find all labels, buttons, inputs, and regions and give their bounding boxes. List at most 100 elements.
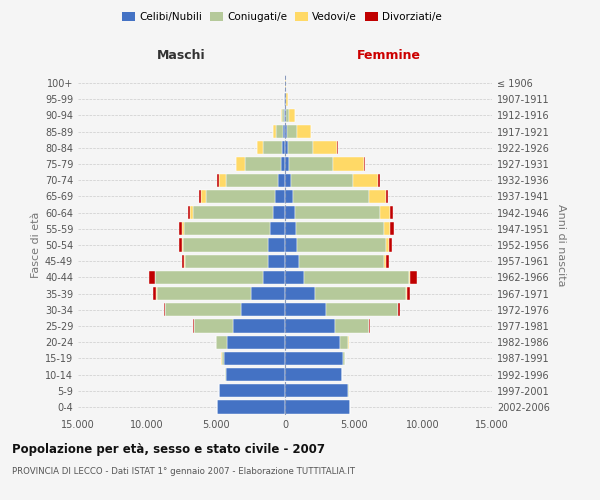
Bar <box>282 109 284 122</box>
Bar <box>183 238 268 252</box>
Bar <box>288 141 313 154</box>
Bar <box>216 336 227 349</box>
Bar <box>285 287 316 300</box>
Bar <box>165 303 241 316</box>
Bar <box>281 158 285 170</box>
Bar <box>188 206 190 220</box>
Bar <box>326 303 398 316</box>
Bar <box>287 125 297 138</box>
Bar <box>221 352 224 365</box>
Legend: Celibi/Nubili, Coniugati/e, Vedovi/e, Divorziati/e: Celibi/Nubili, Coniugati/e, Vedovi/e, Di… <box>118 8 446 26</box>
Bar <box>224 352 285 365</box>
Bar <box>296 222 385 235</box>
Bar <box>226 174 278 187</box>
Bar <box>334 158 364 170</box>
Bar <box>289 109 295 122</box>
Bar <box>263 141 282 154</box>
Bar <box>285 158 289 170</box>
Bar <box>268 254 285 268</box>
Bar <box>297 125 311 138</box>
Bar <box>285 320 335 332</box>
Text: Maschi: Maschi <box>157 49 206 62</box>
Bar <box>410 270 417 284</box>
Bar <box>289 158 334 170</box>
Bar <box>316 287 406 300</box>
Bar <box>273 125 276 138</box>
Bar <box>285 190 293 203</box>
Bar <box>236 158 245 170</box>
Bar <box>335 320 369 332</box>
Bar <box>285 270 304 284</box>
Bar <box>241 303 285 316</box>
Bar <box>285 254 299 268</box>
Bar <box>285 125 287 138</box>
Bar <box>268 238 285 252</box>
Bar <box>353 174 378 187</box>
Bar <box>390 222 394 235</box>
Bar <box>219 384 285 398</box>
Bar <box>179 238 182 252</box>
Bar <box>193 206 272 220</box>
Bar <box>380 206 390 220</box>
Bar <box>407 287 410 300</box>
Bar <box>284 109 285 122</box>
Bar <box>182 254 184 268</box>
Bar <box>409 270 410 284</box>
Bar <box>179 222 182 235</box>
Bar <box>199 190 201 203</box>
Text: Popolazione per età, sesso e stato civile - 2007: Popolazione per età, sesso e stato civil… <box>12 442 325 456</box>
Bar <box>155 270 263 284</box>
Bar <box>282 141 285 154</box>
Bar <box>270 222 285 235</box>
Bar <box>285 352 343 365</box>
Bar <box>406 287 407 300</box>
Bar <box>276 125 283 138</box>
Bar <box>299 254 385 268</box>
Bar <box>285 92 286 106</box>
Bar <box>285 222 296 235</box>
Bar <box>278 174 285 187</box>
Bar <box>285 141 288 154</box>
Bar <box>285 384 349 398</box>
Bar <box>385 222 390 235</box>
Bar <box>398 303 400 316</box>
Y-axis label: Anni di nascita: Anni di nascita <box>556 204 566 286</box>
Bar <box>378 174 380 187</box>
Bar <box>313 141 337 154</box>
Bar <box>295 206 380 220</box>
Bar <box>286 109 289 122</box>
Bar <box>285 303 326 316</box>
Bar <box>257 141 263 154</box>
Text: Femmine: Femmine <box>356 49 421 62</box>
Bar <box>157 287 251 300</box>
Bar <box>233 320 285 332</box>
Bar <box>251 287 285 300</box>
Bar <box>285 368 341 381</box>
Bar <box>389 238 392 252</box>
Bar <box>227 336 285 349</box>
Bar <box>182 222 184 235</box>
Bar <box>386 238 389 252</box>
Bar <box>343 352 345 365</box>
Bar <box>385 254 386 268</box>
Bar <box>386 190 388 203</box>
Bar <box>283 125 285 138</box>
Y-axis label: Fasce di età: Fasce di età <box>31 212 41 278</box>
Bar <box>226 368 285 381</box>
Bar <box>286 92 288 106</box>
Bar <box>217 400 285 413</box>
Bar <box>275 190 285 203</box>
Bar <box>185 254 268 268</box>
Bar <box>245 158 281 170</box>
Text: PROVINCIA DI LECCO - Dati ISTAT 1° gennaio 2007 - Elaborazione TUTTITALIA.IT: PROVINCIA DI LECCO - Dati ISTAT 1° genna… <box>12 468 355 476</box>
Bar <box>390 206 392 220</box>
Bar <box>184 222 270 235</box>
Bar <box>201 190 206 203</box>
Bar <box>285 174 291 187</box>
Bar <box>285 238 298 252</box>
Bar <box>149 270 155 284</box>
Bar <box>386 254 389 268</box>
Bar <box>190 206 193 220</box>
Bar <box>284 92 285 106</box>
Bar <box>184 254 185 268</box>
